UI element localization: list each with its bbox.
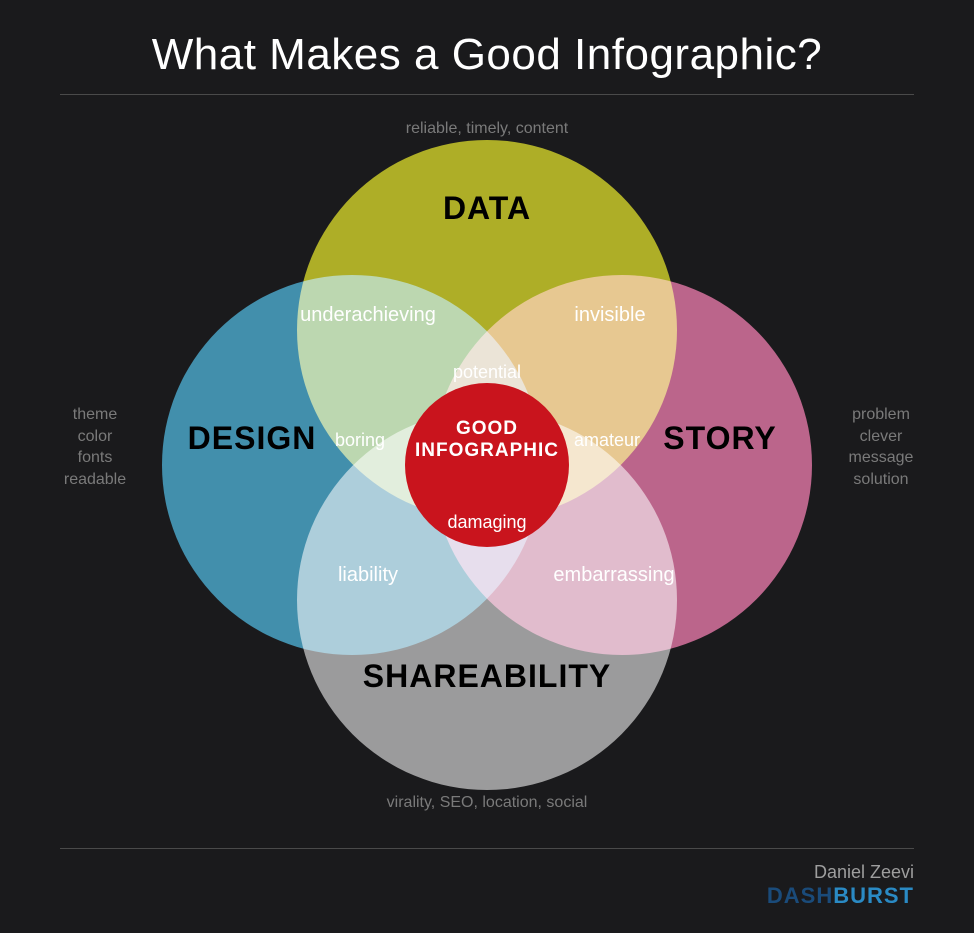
- outer-label-line: solution: [826, 469, 936, 491]
- outer-label-left: themecolorfontsreadable: [40, 404, 150, 490]
- outer-label-line: color: [40, 426, 150, 448]
- divider-bottom: [60, 848, 914, 849]
- int-data-design: underachieving: [278, 304, 458, 327]
- center-label: GOOD INFOGRAPHIC: [400, 418, 574, 462]
- attribution-author: Daniel Zeevi: [767, 862, 914, 883]
- brand-part-a: DASH: [767, 883, 833, 908]
- outer-label-bottom: virality, SEO, location, social: [362, 792, 612, 814]
- outer-label-line: theme: [40, 404, 150, 426]
- int-design-story-share: damaging: [400, 512, 574, 533]
- outer-label-line: clever: [826, 426, 936, 448]
- outer-label-line: readable: [40, 469, 150, 491]
- outer-label-right: problemclevermessagesolution: [826, 404, 936, 490]
- int-story-share: embarrassing: [524, 564, 704, 587]
- int-design-share: liability: [288, 564, 448, 587]
- circle-label-data: DATA: [400, 190, 574, 227]
- circle-label-shareability: SHAREABILITY: [362, 658, 612, 695]
- int-design-data-share: boring: [310, 430, 410, 451]
- outer-label-top: reliable, timely, content: [362, 118, 612, 140]
- int-data-design-story: potential: [400, 362, 574, 383]
- circle-label-design: DESIGN: [172, 420, 332, 457]
- brand-part-b: BURST: [833, 883, 914, 908]
- outer-label-line: fonts: [40, 447, 150, 469]
- center-label-line2: INFOGRAPHIC: [400, 440, 574, 462]
- attribution: Daniel Zeevi DASHBURST: [767, 862, 914, 909]
- circle-label-story: STORY: [640, 420, 800, 457]
- outer-label-line: problem: [826, 404, 936, 426]
- attribution-brand: DASHBURST: [767, 883, 914, 909]
- center-label-line1: GOOD: [400, 418, 574, 440]
- page-title: What Makes a Good Infographic?: [0, 30, 974, 80]
- divider-top: [60, 94, 914, 95]
- int-data-story: invisible: [530, 304, 690, 327]
- infographic-root: { "title": { "text": "What Makes a Good …: [0, 0, 974, 933]
- outer-label-line: message: [826, 447, 936, 469]
